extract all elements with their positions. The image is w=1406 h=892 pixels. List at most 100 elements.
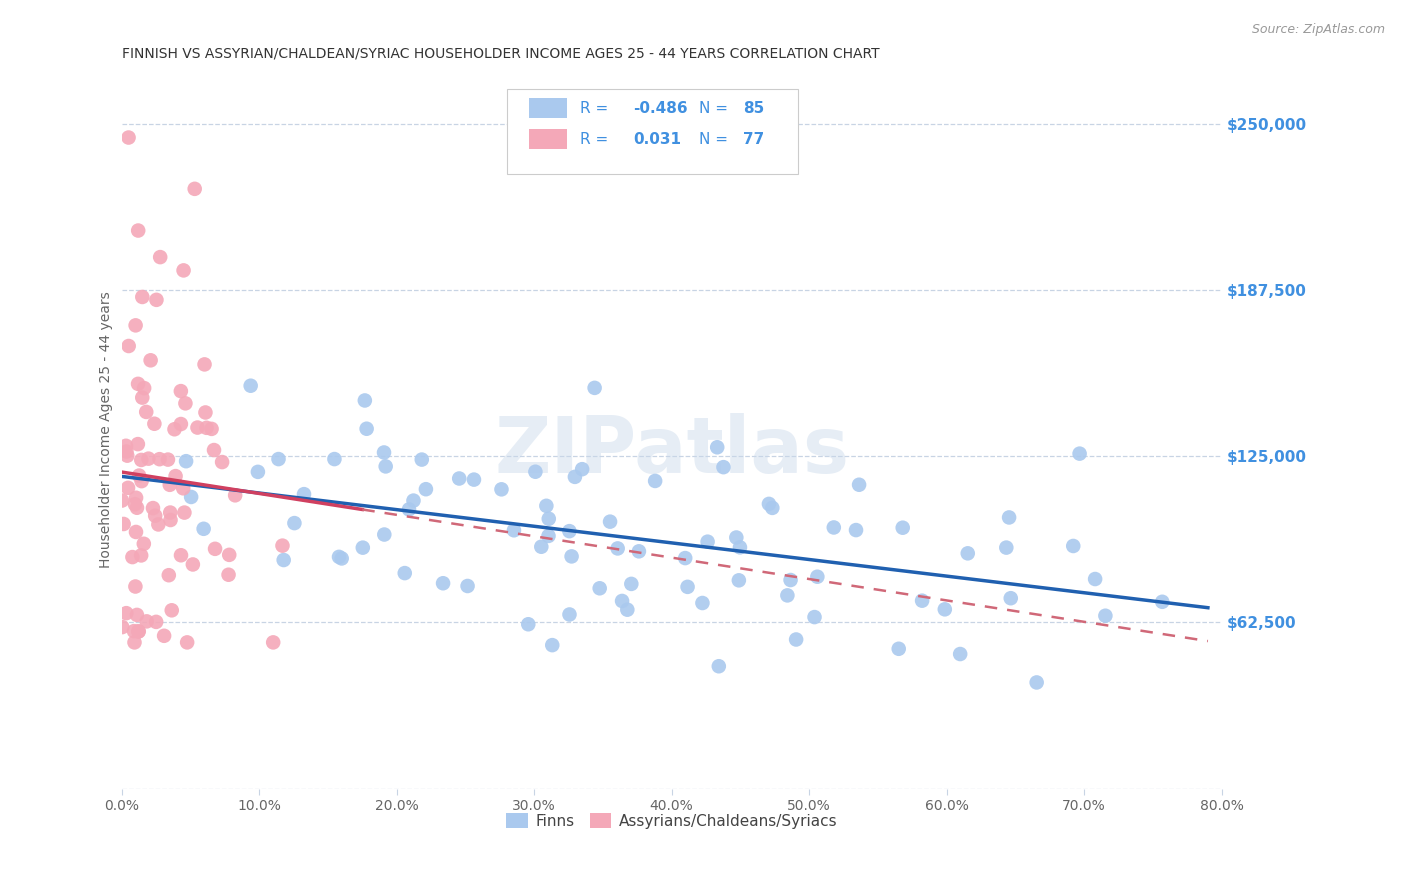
Point [159,513,181,527]
Point [503,523,526,537]
Point [449,471,471,485]
Point [1025,675,1047,690]
Point [411,452,433,467]
Point [115,439,138,453]
Point [124,635,146,649]
Point [934,602,956,616]
Point [1084,572,1107,586]
Point [707,659,730,673]
Point [176,635,198,649]
Point [186,420,208,434]
Text: FINNISH VS ASSYRIAN/CHALDEAN/SYRIAC HOUSEHOLDER INCOME AGES 25 - 44 YEARS CORREL: FINNISH VS ASSYRIAN/CHALDEAN/SYRIAC HOUS… [122,46,879,61]
Point [457,579,479,593]
Point [949,647,972,661]
Point [1152,595,1174,609]
Point [125,524,148,539]
Point [202,443,225,458]
Point [394,566,416,580]
Text: R =: R = [581,132,613,147]
Point [148,517,170,532]
Point [891,521,914,535]
Point [159,478,181,492]
Y-axis label: Householder Income Ages 25 - 44 years: Householder Income Ages 25 - 44 years [100,292,114,568]
Point [127,223,149,237]
Point [129,453,152,467]
Point [728,541,751,555]
Point [183,182,205,196]
Point [115,606,138,620]
Point [111,620,134,634]
Text: N =: N = [699,101,733,116]
Point [181,558,204,572]
Point [128,468,150,483]
Point [558,524,581,538]
Text: 85: 85 [744,101,765,116]
Text: N =: N = [699,132,733,147]
Point [160,603,183,617]
Point [239,378,262,392]
Point [173,506,195,520]
Point [283,516,305,530]
Point [131,391,153,405]
Point [163,422,186,436]
Point [149,250,172,264]
Point [135,615,157,629]
Point [273,553,295,567]
Point [352,541,374,555]
Point [761,500,783,515]
Point [125,491,148,505]
Point [143,417,166,431]
Text: ZIPatlas: ZIPatlas [494,413,849,490]
Point [170,384,193,398]
Point [571,462,593,476]
Point [204,541,226,556]
Text: R =: R = [581,101,613,116]
Point [776,588,799,602]
Point [174,396,197,410]
Point [267,452,290,467]
Point [524,465,547,479]
FancyBboxPatch shape [506,89,799,174]
Point [373,445,395,459]
Point [398,502,420,516]
Point [713,460,735,475]
Point [610,594,633,608]
Point [117,449,139,463]
Point [271,539,294,553]
Point [135,405,157,419]
Point [194,405,217,419]
Point [125,607,148,622]
Point [193,358,215,372]
Point [1094,608,1116,623]
Point [536,499,558,513]
Point [127,624,149,639]
Point [356,422,378,436]
Point [131,474,153,488]
Point [127,376,149,391]
Point [673,551,696,566]
Point [156,452,179,467]
Point [170,548,193,562]
Point [142,501,165,516]
Point [728,574,751,588]
Point [956,546,979,560]
Point [785,632,807,647]
Point [606,541,628,556]
Point [246,465,269,479]
Point [174,454,197,468]
Point [124,318,146,333]
Point [353,393,375,408]
Point [1069,447,1091,461]
Point [125,500,148,515]
Point [195,421,218,435]
Point [218,567,240,582]
Legend: Finns, Assyrians/Chaldeans/Syriacs: Finns, Assyrians/Chaldeans/Syriacs [501,806,844,835]
Point [134,381,156,395]
Point [803,610,825,624]
Point [758,497,780,511]
Point [823,520,845,534]
Point [583,381,606,395]
FancyBboxPatch shape [529,98,567,119]
Point [173,263,195,277]
Point [323,452,346,467]
